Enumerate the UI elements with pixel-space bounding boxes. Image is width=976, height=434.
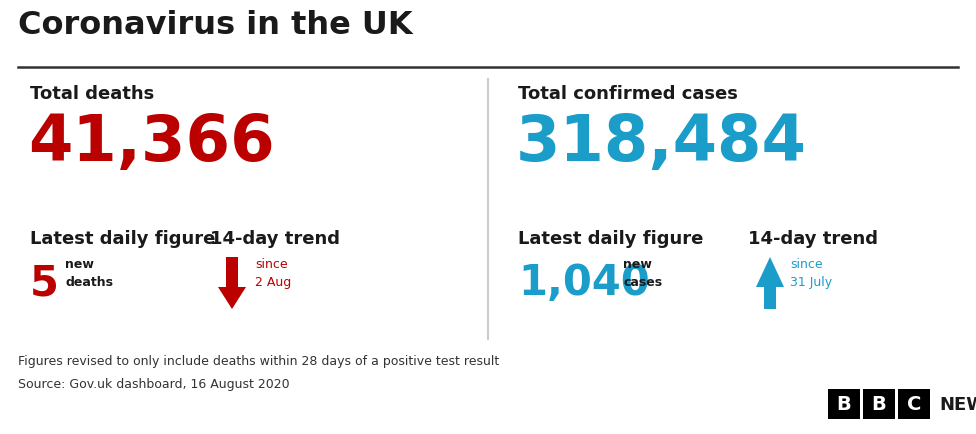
FancyBboxPatch shape <box>226 257 238 287</box>
Text: 5: 5 <box>30 261 59 303</box>
Polygon shape <box>756 257 784 287</box>
Text: B: B <box>872 395 886 414</box>
Text: C: C <box>907 395 921 414</box>
FancyBboxPatch shape <box>828 389 860 419</box>
FancyBboxPatch shape <box>898 389 930 419</box>
FancyBboxPatch shape <box>863 389 895 419</box>
Text: 318,484: 318,484 <box>516 112 807 174</box>
Text: since
31 July: since 31 July <box>790 257 833 288</box>
Text: new
cases: new cases <box>623 257 662 288</box>
Text: 41,366: 41,366 <box>28 112 275 174</box>
Text: Source: Gov.uk dashboard, 16 August 2020: Source: Gov.uk dashboard, 16 August 2020 <box>18 377 290 390</box>
Text: Latest daily figure: Latest daily figure <box>30 230 216 247</box>
Text: Figures revised to only include deaths within 28 days of a positive test result: Figures revised to only include deaths w… <box>18 354 500 367</box>
Polygon shape <box>218 287 246 309</box>
FancyBboxPatch shape <box>764 279 776 309</box>
Text: Latest daily figure: Latest daily figure <box>518 230 704 247</box>
Text: 1,040: 1,040 <box>518 261 650 303</box>
Text: Total deaths: Total deaths <box>30 85 154 103</box>
Text: B: B <box>836 395 851 414</box>
Text: 14-day trend: 14-day trend <box>210 230 340 247</box>
Text: Coronavirus in the UK: Coronavirus in the UK <box>18 10 413 41</box>
Text: Total confirmed cases: Total confirmed cases <box>518 85 738 103</box>
Text: 14-day trend: 14-day trend <box>748 230 878 247</box>
Text: since
2 Aug: since 2 Aug <box>255 257 291 288</box>
Text: NEWS: NEWS <box>939 395 976 413</box>
Text: new
deaths: new deaths <box>65 257 113 288</box>
